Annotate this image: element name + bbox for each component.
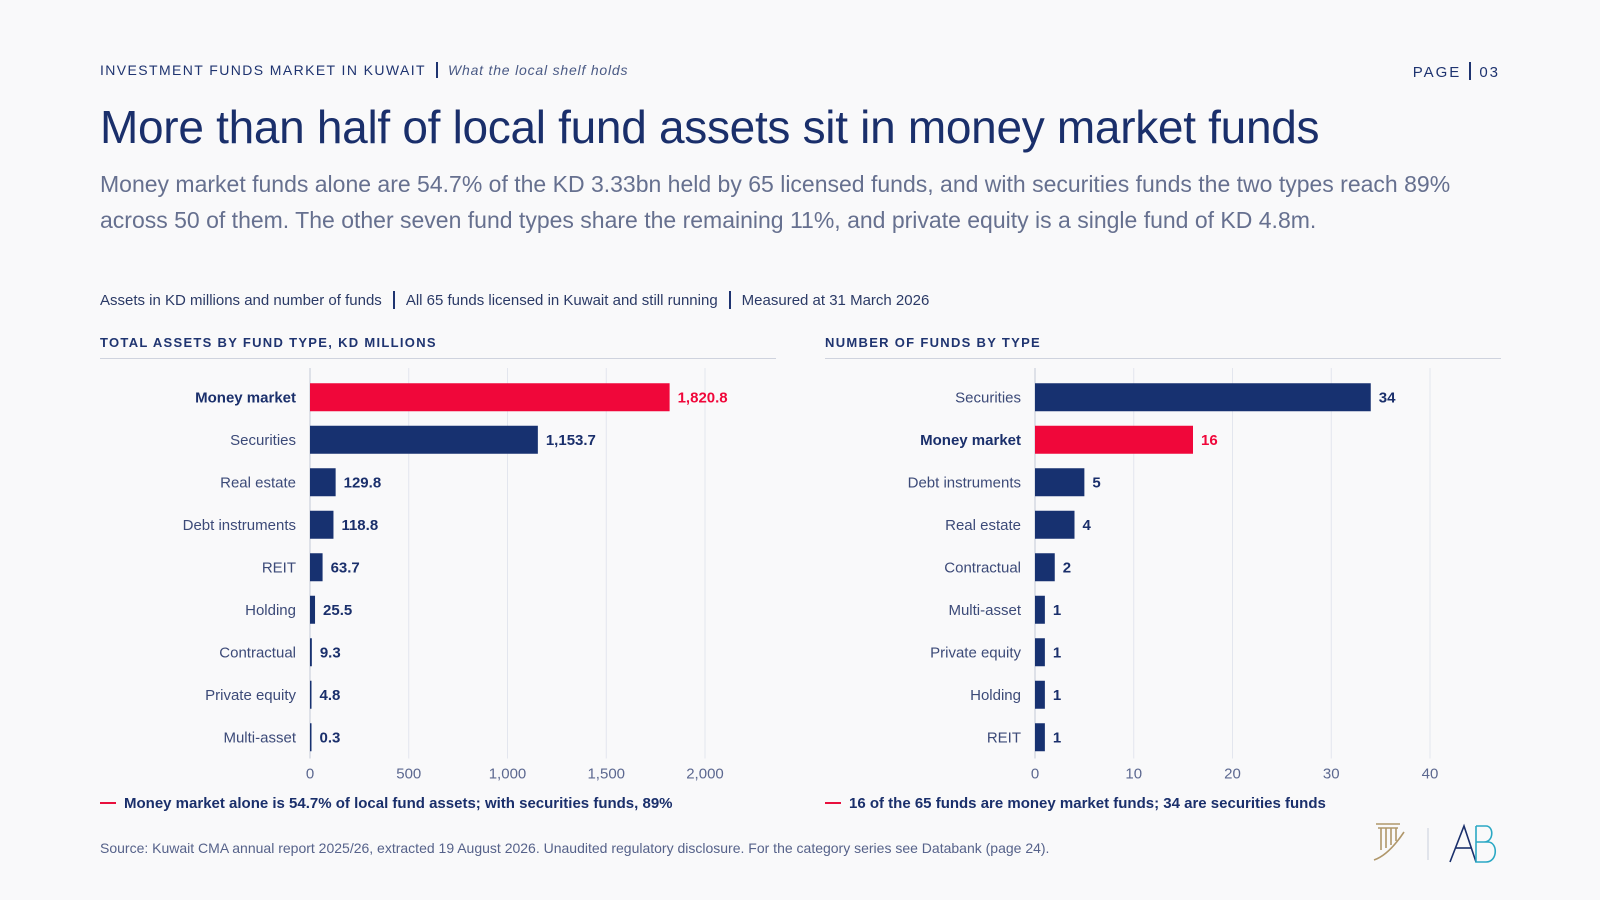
category-label: Real estate: [220, 474, 296, 491]
data-label: 16: [1201, 432, 1218, 449]
category-label: Debt instruments: [183, 517, 296, 534]
x-tick-label: 0: [1031, 766, 1039, 783]
data-label: 0.3: [320, 729, 341, 746]
data-label: 1: [1053, 602, 1061, 619]
data-label: 9.3: [320, 644, 341, 661]
meta-date: Measured at 31 March 2026: [741, 292, 930, 309]
category-label: Multi-asset: [223, 729, 296, 746]
data-label: 4: [1083, 517, 1092, 534]
x-tick-label: 500: [396, 766, 421, 783]
x-tick-label: 30: [1323, 766, 1340, 783]
bar: [1035, 425, 1193, 454]
page-divider: [1469, 62, 1472, 80]
category-label: Holding: [245, 602, 296, 619]
category-label: Debt instruments: [908, 474, 1021, 491]
category-label: Real estate: [945, 517, 1021, 534]
assets-note-text: Money market alone is 54.7% of local fun…: [124, 795, 673, 812]
bar: [1035, 510, 1075, 539]
category-label: REIT: [987, 729, 1021, 746]
x-tick-label: 0: [306, 766, 314, 783]
bar: [1035, 638, 1045, 667]
meta-scope: All 65 funds licensed in Kuwait and stil…: [405, 292, 718, 309]
kicker-subtitle: What the local shelf holds: [447, 62, 629, 78]
assets-chart-rule: [100, 358, 776, 359]
publisher-logos: [1373, 823, 1497, 863]
data-label: 34: [1379, 389, 1396, 406]
bar: [1035, 680, 1045, 709]
section-kicker: Investment funds market in Kuwait What th…: [100, 62, 628, 78]
bar: [1035, 595, 1045, 624]
bar: [1035, 553, 1055, 582]
category-label: Multi-asset: [948, 602, 1021, 619]
meta-divider: [392, 291, 395, 309]
data-label: 1,153.7: [546, 432, 596, 449]
x-tick-label: 20: [1224, 766, 1241, 783]
page-number-block: PAGE 03: [1413, 62, 1500, 81]
x-tick-label: 1,000: [489, 766, 527, 783]
bar: [310, 425, 538, 454]
bar: [1035, 383, 1371, 412]
meta-divider: [728, 291, 731, 309]
meta-units: Assets in KD millions and number of fund…: [100, 292, 382, 309]
category-label: Private equity: [930, 644, 1021, 661]
kicker-divider: [435, 62, 438, 78]
count-note-text: 16 of the 65 funds are money market fund…: [849, 795, 1326, 812]
x-tick-label: 10: [1125, 766, 1142, 783]
page-title: More than half of local fund assets sit …: [100, 101, 1320, 153]
category-label: Holding: [970, 687, 1021, 704]
ab-monogram-logo-icon: [1449, 823, 1497, 863]
category-label: Private equity: [205, 687, 296, 704]
count-bar-chart: 0 10 20 30 40 Securities 34 Money market 16 Debt …: [908, 368, 1439, 783]
bar: [310, 468, 336, 497]
x-tick-label: 40: [1422, 766, 1439, 783]
category-label: Securities: [955, 389, 1021, 406]
category-label: REIT: [262, 559, 296, 576]
data-label: 1,820.8: [678, 389, 728, 406]
data-label: 1: [1053, 729, 1061, 746]
column-logo-icon: [1373, 823, 1405, 861]
data-label: 1: [1053, 687, 1061, 704]
category-label: Securities: [230, 432, 296, 449]
kicker-label: Investment funds market in Kuwait: [100, 62, 426, 78]
data-label: 129.8: [344, 474, 382, 491]
data-label: 25.5: [323, 602, 352, 619]
chart-meta-line: Assets in KD millions and number of fund…: [100, 291, 929, 309]
note-dash-marker: [825, 802, 841, 804]
data-label: 2: [1063, 559, 1071, 576]
bar: [310, 383, 670, 412]
page-number: 03: [1479, 64, 1500, 81]
x-tick-label: 1,500: [587, 766, 625, 783]
data-label: 118.8: [341, 517, 378, 534]
bar: [310, 680, 312, 709]
data-label: 5: [1092, 474, 1100, 491]
assets-bar-chart: 0 500 1,000 1,500 2,000 Money market 1,820.8 Se…: [183, 368, 728, 783]
source-note: Source: Kuwait CMA annual report 2025/26…: [100, 840, 1050, 856]
page-label: PAGE: [1412, 64, 1462, 81]
lede-paragraph: Money market funds alone are 54.7% of th…: [100, 171, 1451, 233]
bar: [310, 595, 316, 624]
bar: [1035, 468, 1085, 497]
category-label: Money market: [920, 432, 1021, 449]
category-label: Contractual: [219, 644, 296, 661]
count-chart-note: 16 of the 65 funds are money market fund…: [825, 795, 1326, 812]
data-label: 1: [1053, 644, 1061, 661]
count-chart-title: Number of funds by type: [825, 335, 1042, 350]
bar: [1035, 723, 1045, 752]
bar: [310, 510, 334, 539]
bar: [310, 638, 312, 667]
bar: [310, 723, 312, 752]
bar: [310, 553, 323, 582]
data-label: 4.8: [320, 687, 341, 704]
category-label: Money market: [195, 389, 296, 406]
data-label: 63.7: [331, 559, 360, 576]
assets-chart-title: Total assets by fund type, KD millions: [100, 335, 437, 350]
assets-chart-note: Money market alone is 54.7% of local fun…: [100, 795, 673, 812]
count-chart-rule: [825, 358, 1501, 359]
note-dash-marker: [100, 802, 116, 804]
category-label: Contractual: [944, 559, 1021, 576]
x-tick-label: 2,000: [686, 766, 724, 783]
